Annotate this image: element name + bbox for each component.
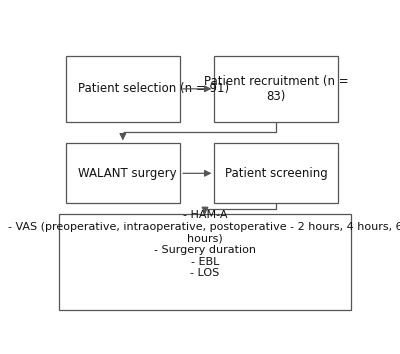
Text: Patient selection (n = 91): Patient selection (n = 91)	[78, 82, 229, 95]
Bar	[66, 143, 180, 203]
Bar	[214, 56, 338, 121]
Text: WALANT surgery: WALANT surgery	[78, 167, 176, 180]
Text: Patient recruitment (n =
83): Patient recruitment (n = 83)	[204, 75, 349, 103]
Text: - HAM-A
- VAS (preoperative, intraoperative, postoperative - 2 hours, 4 hours, 6: - HAM-A - VAS (preoperative, intraoperat…	[8, 210, 400, 278]
Bar	[59, 214, 351, 310]
Bar	[214, 143, 338, 203]
Bar	[66, 56, 180, 121]
Text: Patient screening: Patient screening	[225, 167, 328, 180]
